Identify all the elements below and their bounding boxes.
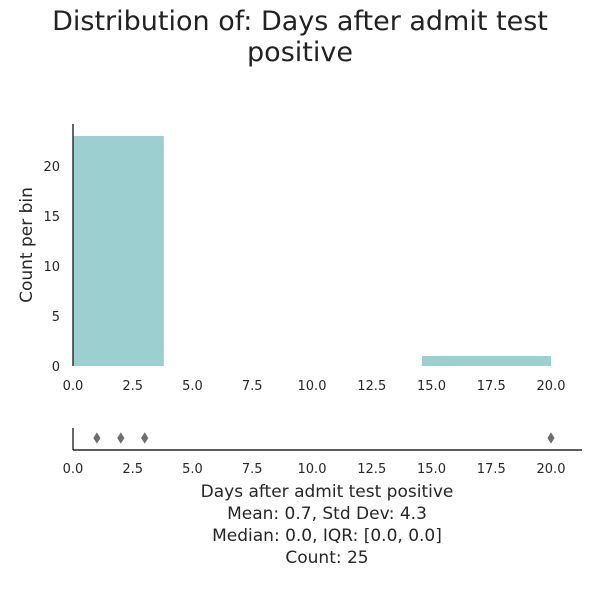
x-tick-label: 5.0 [182, 462, 203, 477]
y-tick-label: 20 [43, 160, 60, 175]
stats-line-0: Mean: 0.7, Std Dev: 4.3 [227, 504, 427, 524]
chart-title: Distribution of: Days after admit test p… [52, 6, 548, 68]
y-tick-label: 5 [52, 310, 60, 325]
outlier-marker-0 [93, 432, 101, 444]
x-tick-label: 0.0 [63, 379, 84, 394]
x-tick-label: 2.5 [122, 379, 143, 394]
y-tick-label: 10 [43, 260, 60, 275]
x-tick-label: 2.5 [122, 462, 143, 477]
x-tick-label: 12.5 [357, 379, 386, 394]
stats-line-1: Median: 0.0, IQR: [0.0, 0.0] [212, 526, 442, 546]
outlier-marker-3 [547, 432, 555, 444]
x-tick-label: 17.5 [477, 462, 506, 477]
histogram-y-tick-labels: 0 5 10 15 20 [43, 160, 60, 375]
outlier-marker-1 [117, 432, 125, 444]
x-tick-label: 7.5 [242, 379, 263, 394]
x-tick-label: 15.0 [417, 379, 446, 394]
x-tick-label: 15.0 [417, 462, 446, 477]
histogram-y-axis-title: Count per bin [17, 187, 37, 303]
x-tick-label: 20.0 [537, 379, 566, 394]
x-tick-label: 0.0 [63, 462, 84, 477]
boxplot-outliers [93, 432, 555, 444]
x-tick-label: 17.5 [477, 379, 506, 394]
y-tick-label: 15 [43, 210, 60, 225]
x-tick-label: 5.0 [182, 379, 203, 394]
x-tick-label: 10.0 [298, 379, 327, 394]
outlier-marker-2 [141, 432, 149, 444]
x-tick-label: 20.0 [537, 462, 566, 477]
y-tick-label: 0 [52, 360, 60, 375]
histogram-bars [73, 136, 551, 366]
x-tick-label: 12.5 [357, 462, 386, 477]
histogram-x-tick-labels: 0.0 2.5 5.0 7.5 10.0 12.5 15.0 17.5 20.0 [63, 379, 566, 394]
histogram-bar-1 [421, 356, 551, 366]
boxplot-x-axis-title: Days after admit test positive [201, 482, 454, 502]
boxplot-x-tick-labels: 0.0 2.5 5.0 7.5 10.0 12.5 15.0 17.5 20.0 [63, 462, 566, 477]
x-tick-label: 10.0 [298, 462, 327, 477]
x-tick-label: 7.5 [242, 462, 263, 477]
stats-line-2: Count: 25 [285, 548, 368, 568]
histogram-bar-0 [73, 136, 164, 366]
